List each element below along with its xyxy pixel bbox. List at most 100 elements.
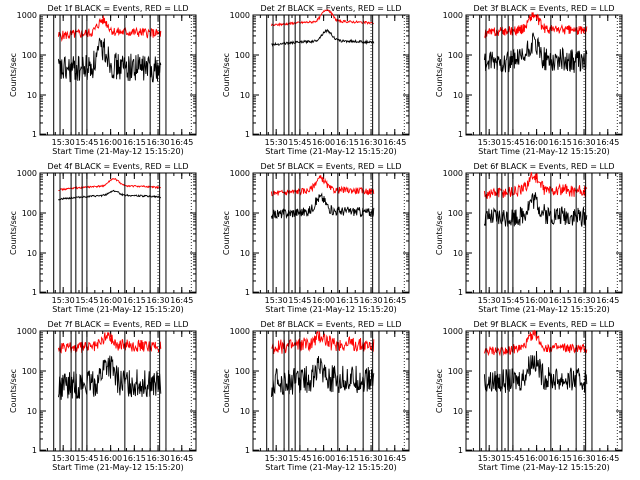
y-tick-label: 10	[27, 249, 37, 258]
y-tick-label: 1	[245, 130, 250, 139]
series-line-lld	[58, 177, 161, 192]
y-tick-label: 1	[458, 288, 463, 297]
x-tick-label: 16:00	[525, 138, 548, 147]
x-tick-label: 16:45	[170, 296, 193, 305]
x-tick-label: 16:00	[99, 296, 122, 305]
x-tick-label: 16:00	[99, 454, 122, 463]
x-tick-label: 16:30	[360, 138, 383, 147]
y-tick-label: 1000	[230, 11, 250, 20]
x-tick-label: 15:45	[75, 138, 98, 147]
x-tick-label: 15:45	[501, 138, 524, 147]
x-tick-label: 16:00	[312, 454, 335, 463]
y-tick-label: 1000	[17, 11, 37, 20]
y-tick-label: 10	[240, 249, 250, 258]
y-tick-label: 1000	[17, 327, 37, 336]
y-tick-label: 100	[22, 51, 37, 60]
y-tick-label: 100	[448, 367, 463, 376]
x-tick-label: 16:30	[573, 296, 596, 305]
y-tick-label: 1	[32, 446, 37, 455]
x-tick-label: 15:30	[478, 454, 501, 463]
x-tick-label: 16:15	[549, 138, 572, 147]
series-line-lld	[57, 15, 162, 42]
x-tick-label: 16:45	[170, 454, 193, 463]
series-line-events	[483, 192, 588, 227]
y-axis-label: Counts/sec	[9, 53, 18, 97]
series-line-events	[270, 192, 375, 220]
x-tick-label: 15:30	[478, 138, 501, 147]
x-tick-label: 15:30	[478, 296, 501, 305]
panel-title: Det 8f BLACK = Events, RED = LLD	[260, 320, 401, 329]
x-tick-label: 15:45	[288, 454, 311, 463]
panel-title: Det 9f BLACK = Events, RED = LLD	[473, 320, 614, 329]
panel-title: Det 1f BLACK = Events, RED = LLD	[47, 4, 188, 13]
y-tick-label: 10	[27, 91, 37, 100]
x-tick-label: 16:30	[360, 296, 383, 305]
series-line-lld	[271, 330, 375, 355]
plot-frame	[465, 172, 623, 294]
x-tick-label: 16:45	[170, 138, 193, 147]
y-tick-label: 1000	[230, 327, 250, 336]
series-line-lld	[270, 175, 375, 197]
panel-8: Det 8f BLACK = Events, RED = LLD 1 10 100 10…	[222, 320, 410, 472]
panel-5: Det 5f BLACK = Events, RED = LLD 1 10 100 10…	[222, 162, 410, 314]
x-tick-label: 16:45	[383, 296, 406, 305]
y-tick-label: 1000	[443, 169, 463, 178]
y-axis-label: Counts/sec	[222, 53, 231, 97]
x-tick-label: 16:15	[123, 296, 146, 305]
y-tick-label: 100	[235, 209, 250, 218]
y-tick-label: 1	[245, 446, 250, 455]
x-tick-label: 15:45	[75, 454, 98, 463]
x-tick-label: 15:30	[52, 296, 75, 305]
series-line-events	[57, 355, 162, 400]
x-tick-label: 15:30	[265, 454, 288, 463]
panel-title: Det 6f BLACK = Events, RED = LLD	[473, 162, 614, 171]
x-axis-label: Start Time (21-May-12 15:15:20)	[478, 305, 609, 314]
y-tick-label: 1	[458, 446, 463, 455]
panel-7: Det 7f BLACK = Events, RED = LLD 1 10 100 10…	[9, 320, 197, 472]
series-line-events	[270, 356, 375, 398]
series-line-lld	[57, 332, 162, 354]
y-tick-label: 100	[235, 51, 250, 60]
x-tick-label: 16:00	[312, 138, 335, 147]
x-tick-label: 16:15	[549, 296, 572, 305]
x-tick-label: 16:00	[99, 138, 122, 147]
x-axis-label: Start Time (21-May-12 15:15:20)	[52, 305, 183, 314]
y-axis-label: Counts/sec	[9, 369, 18, 413]
panel-title: Det 7f BLACK = Events, RED = LLD	[47, 320, 188, 329]
x-tick-label: 15:30	[52, 454, 75, 463]
x-tick-label: 16:15	[336, 454, 359, 463]
y-tick-label: 1000	[230, 169, 250, 178]
x-tick-label: 15:30	[52, 138, 75, 147]
panel-title: Det 4f BLACK = Events, RED = LLD	[47, 162, 188, 171]
x-tick-label: 16:30	[573, 454, 596, 463]
plot-frame	[252, 172, 410, 294]
y-tick-label: 10	[27, 407, 37, 416]
plot-frame	[252, 14, 410, 136]
y-tick-label: 1	[245, 288, 250, 297]
panel-6: Det 6f BLACK = Events, RED = LLD 1 10 100 10…	[435, 162, 623, 314]
y-tick-label: 100	[22, 367, 37, 376]
series-line-events	[483, 32, 588, 73]
x-axis-label: Start Time (21-May-12 15:15:20)	[52, 463, 183, 472]
x-tick-label: 15:45	[288, 138, 311, 147]
panel-4: Det 4f BLACK = Events, RED = LLD 1 10 100 10…	[9, 162, 197, 314]
x-tick-label: 16:15	[336, 296, 359, 305]
panel-1: Det 1f BLACK = Events, RED = LLD 1 10 100 10…	[9, 4, 197, 156]
y-axis-label: Counts/sec	[435, 369, 444, 413]
y-axis-label: Counts/sec	[435, 53, 444, 97]
x-axis-label: Start Time (21-May-12 15:15:20)	[265, 147, 396, 156]
y-axis-label: Counts/sec	[222, 369, 231, 413]
x-axis-label: Start Time (21-May-12 15:15:20)	[52, 147, 183, 156]
panel-title: Det 5f BLACK = Events, RED = LLD	[260, 162, 401, 171]
series-line-events	[483, 350, 588, 393]
y-tick-label: 10	[240, 91, 250, 100]
plot-frame	[252, 330, 410, 452]
panel-title: Det 2f BLACK = Events, RED = LLD	[260, 4, 401, 13]
y-tick-label: 10	[453, 249, 463, 258]
x-tick-label: 16:00	[525, 454, 548, 463]
plot-frame	[465, 14, 623, 136]
y-tick-label: 1000	[443, 11, 463, 20]
series-line-lld	[484, 12, 588, 39]
series-line-events	[57, 37, 162, 83]
